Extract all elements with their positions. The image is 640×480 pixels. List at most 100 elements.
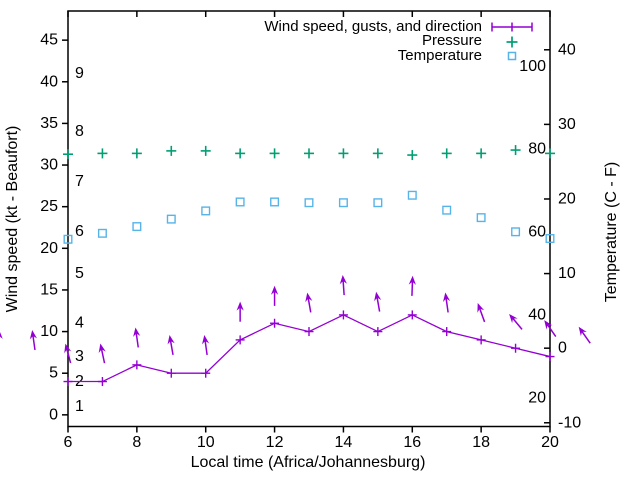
legend-row-wind: Wind speed, gusts, and direction [264, 18, 534, 35]
wind-direction-arrow [0, 332, 3, 339]
pressure-point [131, 148, 142, 159]
wind-direction-arrow [443, 292, 451, 313]
y-left-tick-label: 40 [40, 73, 58, 90]
x-tick-label: 14 [335, 434, 353, 451]
x-tick-label: 6 [64, 434, 73, 451]
beaufort-label: 9 [75, 65, 84, 82]
y-left-tick-label: 0 [49, 406, 58, 423]
wind-direction-arrow [544, 320, 557, 337]
y-right-tick-label: 30 [558, 116, 576, 133]
temperature-point [270, 197, 280, 207]
beaufort-label: 4 [75, 315, 84, 332]
pressure-point [166, 145, 177, 156]
y2-axis-label: Temperature (C - F) [603, 161, 620, 303]
y-right-tick-label: 20 [558, 190, 576, 207]
wind-speed-point [63, 377, 73, 387]
wind-direction-arrow [408, 275, 416, 296]
y-left-tick-label: 25 [40, 198, 58, 215]
pressure-point [476, 148, 487, 159]
x-axis-label: Local time (Africa/Johannesburg) [190, 454, 426, 471]
wind-errorbar-marker-icon [490, 21, 534, 33]
wind-direction-arrow [167, 335, 175, 355]
temperature-point [511, 227, 521, 237]
y-right-tick-label: 10 [558, 265, 576, 282]
beaufort-label: 6 [75, 223, 84, 240]
temperature-point [235, 197, 245, 207]
x-tick-label: 16 [403, 434, 421, 451]
legend-label-wind: Wind speed, gusts, and direction [264, 18, 482, 35]
y-left-tick-label: 30 [40, 157, 58, 174]
fahrenheit-label: 100 [519, 58, 546, 75]
wind-speed-point [442, 327, 452, 337]
pressure-point [510, 145, 521, 156]
temperature-point [304, 198, 314, 208]
wind-speed-point [373, 327, 383, 337]
beaufort-label: 8 [75, 123, 84, 140]
wind-speed-point [235, 335, 245, 345]
wind-direction-arrow [305, 292, 313, 313]
x-tick-label: 18 [472, 434, 490, 451]
y-axis-label: Wind speed (kt - Beaufort) [4, 125, 21, 313]
wind-direction-arrow [374, 291, 382, 312]
wind-speed-point [545, 352, 555, 362]
y-left-tick-label: 10 [40, 323, 58, 340]
wind-speed-point [270, 318, 280, 328]
pressure-point [545, 148, 555, 159]
wind-speed-point [338, 310, 348, 320]
pressure-point [338, 148, 349, 159]
temperature-point [373, 198, 383, 208]
y-left-tick-label: 20 [40, 240, 58, 257]
y-left-tick-label: 45 [40, 32, 58, 49]
legend: Wind speed, gusts, and direction Pressur… [264, 18, 534, 63]
wind-speed-point [201, 368, 211, 378]
wind-speed-point [166, 368, 176, 378]
wind-direction-arrow [339, 274, 347, 296]
x-tick-label: 8 [132, 434, 141, 451]
legend-label-pressure: Pressure [421, 32, 482, 50]
wind-speed-point [304, 327, 314, 337]
wind-speed-point [132, 360, 142, 370]
beaufort-label: 5 [75, 265, 84, 282]
wind-direction-arrow [133, 327, 141, 348]
fahrenheit-label: 40 [528, 307, 546, 324]
temperature-point [97, 228, 107, 238]
temperature-point [338, 198, 348, 208]
y-right-tick-label: 40 [558, 41, 576, 58]
temperature-point [201, 206, 211, 216]
wind-direction-arrow [236, 301, 244, 322]
pressure-point [235, 148, 246, 159]
temperature-point [132, 222, 142, 232]
wind-direction-arrow [578, 326, 591, 344]
wind-direction-arrow [509, 313, 523, 330]
legend-row-temperature: Temperature [398, 48, 534, 63]
y-right-tick-label: 0 [558, 340, 567, 357]
wind-speed-point [476, 335, 486, 345]
wind-direction-arrow [270, 285, 279, 306]
temperature-point [442, 205, 452, 215]
x-tick-label: 10 [197, 434, 215, 451]
wind-speed-line [68, 314, 551, 383]
wind-direction-arrow [98, 343, 106, 364]
pressure-point [97, 148, 108, 159]
pressure-point [269, 148, 280, 159]
temperature-point [63, 234, 73, 244]
pressure-point [200, 145, 211, 156]
wind-direction-arrow [477, 303, 486, 323]
beaufort-label: 7 [75, 173, 84, 190]
wind-direction-arrow [64, 343, 72, 364]
y-left-tick-label: 35 [40, 115, 58, 132]
x-tick-label: 20 [541, 434, 559, 451]
legend-row-pressure: Pressure [421, 32, 534, 50]
pressure-point [407, 150, 418, 161]
pressure-point [441, 148, 452, 159]
pressure-point [63, 149, 73, 160]
wind-speed-point [407, 310, 417, 320]
pressure-point [304, 148, 314, 159]
plot-border [67, 10, 551, 428]
y-left-tick-label: 5 [49, 365, 58, 382]
fahrenheit-label: 20 [528, 389, 546, 406]
pressure-point [372, 148, 383, 159]
temperature-point [545, 234, 555, 244]
